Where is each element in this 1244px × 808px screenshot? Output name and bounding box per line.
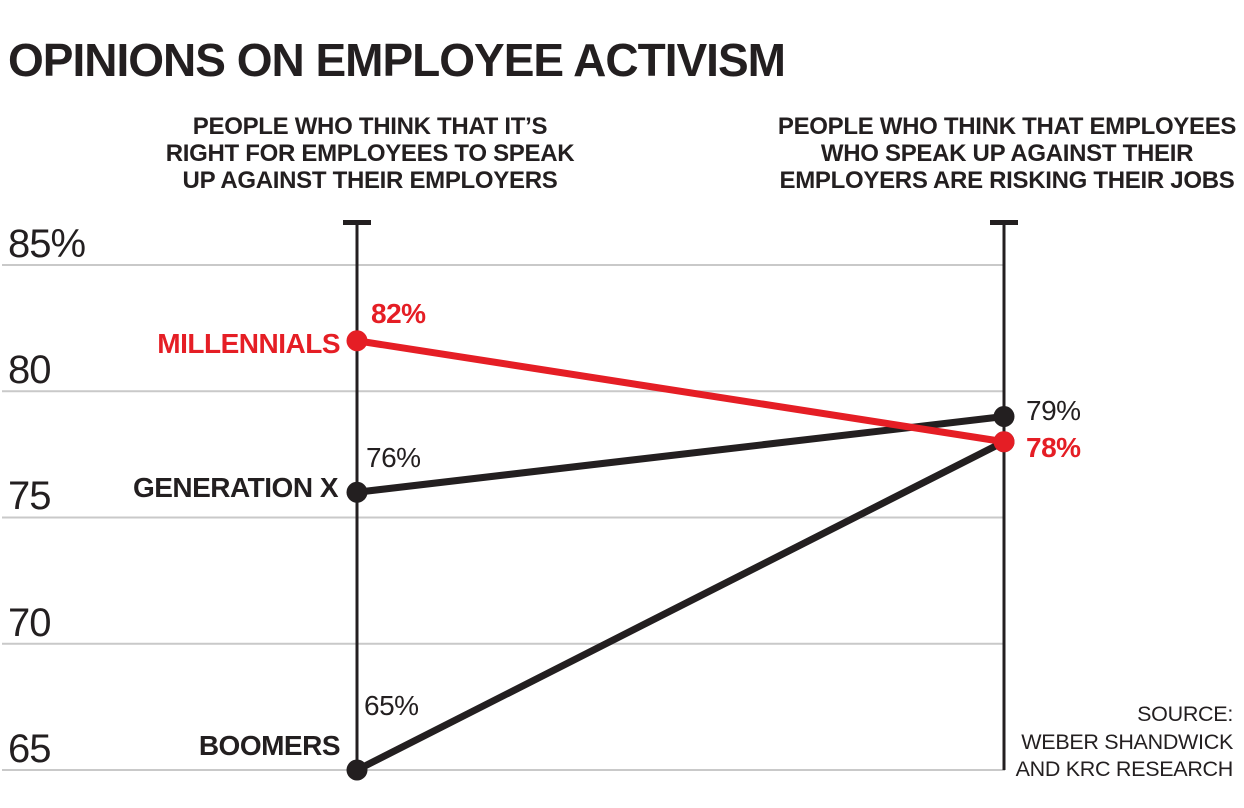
value-label-boomers-left: 65% — [364, 690, 419, 721]
y-axis-tick-85: 85% — [8, 222, 86, 266]
y-axis-tick-65: 65 — [8, 727, 51, 771]
data-point-millennials-right — [993, 431, 1015, 453]
series-line-generation-x — [356, 413, 1005, 496]
chart-title: OPINIONS ON EMPLOYEE ACTIVISM — [8, 34, 786, 86]
series-line-boomers — [355, 438, 1006, 774]
value-label-millennials-right: 78% — [1026, 432, 1081, 463]
value-label-generation-x-right: 79% — [1026, 395, 1081, 426]
right-column-header: PEOPLE WHO THINK THAT EMPLOYEES WHO SPEA… — [777, 113, 1237, 194]
series-line-millennials — [356, 337, 1005, 446]
series-label-generation-x: GENERATION X — [132, 472, 339, 503]
series-label-millennials: MILLENNIALS — [157, 328, 340, 359]
series-label-boomers: BOOMERS — [198, 730, 341, 761]
value-label-millennials-left: 82% — [371, 298, 426, 329]
y-axis-tick-75: 75 — [8, 474, 51, 518]
source-note: SOURCE: WEBER SHANDWICK AND KRC RESEARCH — [1015, 702, 1234, 781]
left-column-header: PEOPLE WHO THINK THAT IT’S RIGHT FOR EMP… — [165, 113, 575, 194]
data-point-generation-x-left — [346, 481, 368, 503]
data-point-generation-x-right — [993, 406, 1015, 427]
y-axis-tick-70: 70 — [8, 601, 51, 645]
value-label-generation-x-left: 76% — [366, 442, 421, 473]
data-point-boomers-left — [346, 759, 368, 781]
y-axis-tick-80: 80 — [8, 348, 51, 392]
data-point-millennials-left — [346, 330, 368, 352]
